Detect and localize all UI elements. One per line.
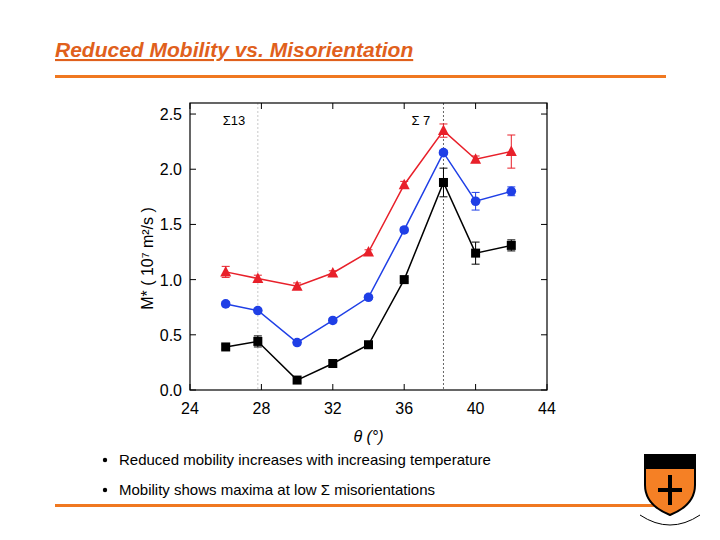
- data-point: [293, 376, 302, 385]
- data-point: [439, 178, 448, 187]
- data-point: [327, 267, 338, 278]
- plot-frame: [190, 103, 547, 390]
- bottom-rule: [55, 504, 666, 507]
- x-tick-top: [261, 103, 262, 109]
- data-point: [292, 280, 303, 291]
- x-tick-label: 28: [253, 400, 271, 417]
- data-point: [252, 273, 263, 284]
- data-point: [399, 225, 409, 235]
- data-point: [507, 241, 516, 250]
- data-point: [364, 340, 373, 349]
- y-tick-label: 0.5: [160, 327, 182, 344]
- x-tick-label: 32: [324, 400, 342, 417]
- y-tick-right: [541, 334, 547, 335]
- data-point: [507, 187, 517, 197]
- data-point: [400, 275, 409, 284]
- error-bar: [507, 240, 515, 251]
- data-point: [253, 337, 262, 346]
- error-bar: [439, 168, 447, 197]
- data-point: [364, 292, 374, 302]
- slide: Reduced Mobility vs. Misorientation Reduc…: [0, 0, 720, 540]
- y-tick: [190, 169, 196, 170]
- annotation-line: [443, 103, 444, 390]
- x-tick-top: [475, 103, 476, 109]
- x-tick-label: 36: [395, 400, 413, 417]
- y-tick-label: 1.0: [160, 272, 182, 289]
- y-tick: [190, 224, 196, 225]
- data-point: [328, 359, 337, 368]
- x-tick-top: [190, 103, 191, 109]
- data-point: [221, 299, 231, 309]
- error-bar: [254, 336, 262, 347]
- data-point: [363, 246, 374, 257]
- y-tick: [190, 279, 196, 280]
- data-point: [399, 179, 410, 190]
- x-tick-label: 44: [538, 400, 556, 417]
- plot-data: [220, 124, 517, 385]
- bullet-dot: [103, 458, 107, 462]
- x-tick: [475, 384, 476, 390]
- data-point: [471, 196, 481, 206]
- x-tick: [404, 384, 405, 390]
- series-line: [226, 153, 512, 343]
- y-tick-right: [541, 114, 547, 115]
- y-tick-right: [541, 279, 547, 280]
- logo: [640, 455, 700, 525]
- annotation-text: Σ13: [223, 113, 246, 128]
- x-tick-top: [332, 103, 333, 109]
- x-tick-top: [404, 103, 405, 109]
- x-tick-label: 24: [181, 400, 199, 417]
- x-tick: [261, 384, 262, 390]
- x-tick-label: 40: [467, 400, 485, 417]
- y-tick: [190, 390, 196, 391]
- annotation-text: Σ 7: [411, 113, 430, 128]
- data-point: [253, 306, 263, 316]
- data-point: [438, 125, 449, 136]
- x-tick: [332, 384, 333, 390]
- data-point: [471, 249, 480, 258]
- y-tick-label: 2.5: [160, 106, 182, 123]
- data-point: [470, 153, 481, 164]
- y-tick: [190, 114, 196, 115]
- data-point: [221, 342, 230, 351]
- y-tick-right: [541, 390, 547, 391]
- bullet-text: Reduced mobility increases with increasi…: [119, 451, 491, 468]
- bullet-text: Mobility shows maxima at low Σ misorient…: [119, 481, 435, 498]
- y-tick-right: [541, 169, 547, 170]
- series-line: [226, 131, 512, 287]
- top-rule: [55, 75, 666, 78]
- error-bar: [507, 187, 515, 196]
- data-point: [506, 146, 517, 157]
- y-tick-label: 0.0: [160, 382, 182, 399]
- bullet-dot: [103, 488, 107, 492]
- y-tick-label: 1.5: [160, 216, 182, 233]
- data-point: [328, 316, 338, 326]
- error-bar: [472, 242, 480, 264]
- x-tick: [190, 384, 191, 390]
- data-point: [220, 266, 231, 277]
- x-tick: [547, 384, 548, 390]
- y-axis-label: M* ( 10⁷ m²/s ): [139, 207, 156, 310]
- error-bar: [472, 192, 480, 210]
- y-tick: [190, 334, 196, 335]
- x-tick-top: [547, 103, 548, 109]
- y-tick-right: [541, 224, 547, 225]
- data-point: [439, 148, 449, 158]
- slide-title: Reduced Mobility vs. Misorientation: [55, 38, 413, 61]
- x-axis-label: θ (°): [353, 428, 383, 445]
- data-point: [292, 338, 302, 348]
- y-tick-label: 2.0: [160, 161, 182, 178]
